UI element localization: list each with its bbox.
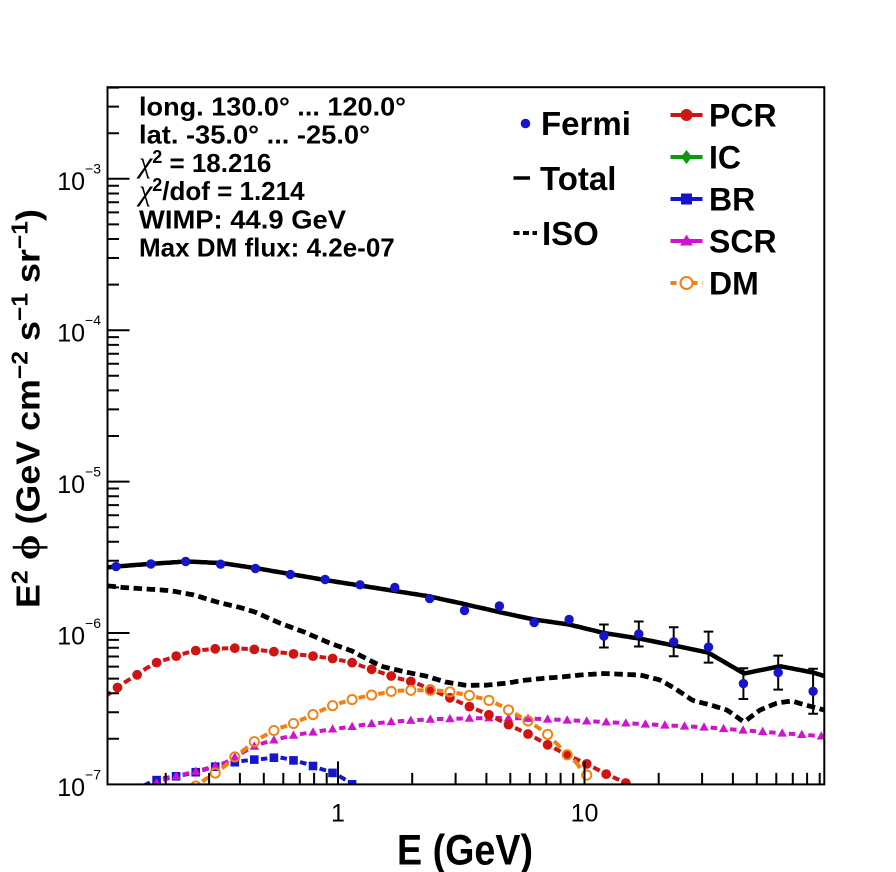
svg-text:ISO: ISO bbox=[542, 215, 599, 252]
svg-text:Total: Total bbox=[540, 160, 616, 197]
svg-text:WIMP: 44.9 GeV: WIMP: 44.9 GeV bbox=[139, 204, 347, 234]
svg-text:IC: IC bbox=[709, 140, 741, 176]
svg-text:10: 10 bbox=[571, 800, 599, 828]
svg-text:1: 1 bbox=[331, 800, 345, 828]
svg-text:10−4: 10−4 bbox=[57, 312, 101, 348]
svg-text:Max DM flux: 4.2e-07: Max DM flux: 4.2e-07 bbox=[139, 233, 395, 263]
svg-text:PCR: PCR bbox=[709, 98, 777, 134]
svg-text:E2 ϕ (GeV cm−2 s−1 sr−1): E2 ϕ (GeV cm−2 s−1 sr−1) bbox=[7, 209, 49, 608]
svg-text:BR: BR bbox=[709, 182, 755, 218]
svg-text:E (GeV): E (GeV) bbox=[397, 827, 533, 872]
svg-text:10−7: 10−7 bbox=[57, 766, 101, 802]
svg-text:long. 130.0° ... 120.0°: long. 130.0° ... 120.0° bbox=[139, 92, 406, 122]
svg-text:χ2 = 18.216: χ2 = 18.216 bbox=[136, 146, 271, 179]
svg-text:DM: DM bbox=[709, 266, 759, 302]
svg-text:10−3: 10−3 bbox=[57, 161, 101, 197]
svg-text:Fermi: Fermi bbox=[541, 105, 631, 142]
svg-text:10−6: 10−6 bbox=[57, 615, 101, 651]
svg-text:SCR: SCR bbox=[709, 224, 777, 260]
svg-text:χ2/dof = 1.214: χ2/dof = 1.214 bbox=[136, 174, 305, 207]
svg-text:10−5: 10−5 bbox=[57, 464, 101, 500]
svg-text:lat. -35.0° ... -25.0°: lat. -35.0° ... -25.0° bbox=[139, 120, 370, 150]
